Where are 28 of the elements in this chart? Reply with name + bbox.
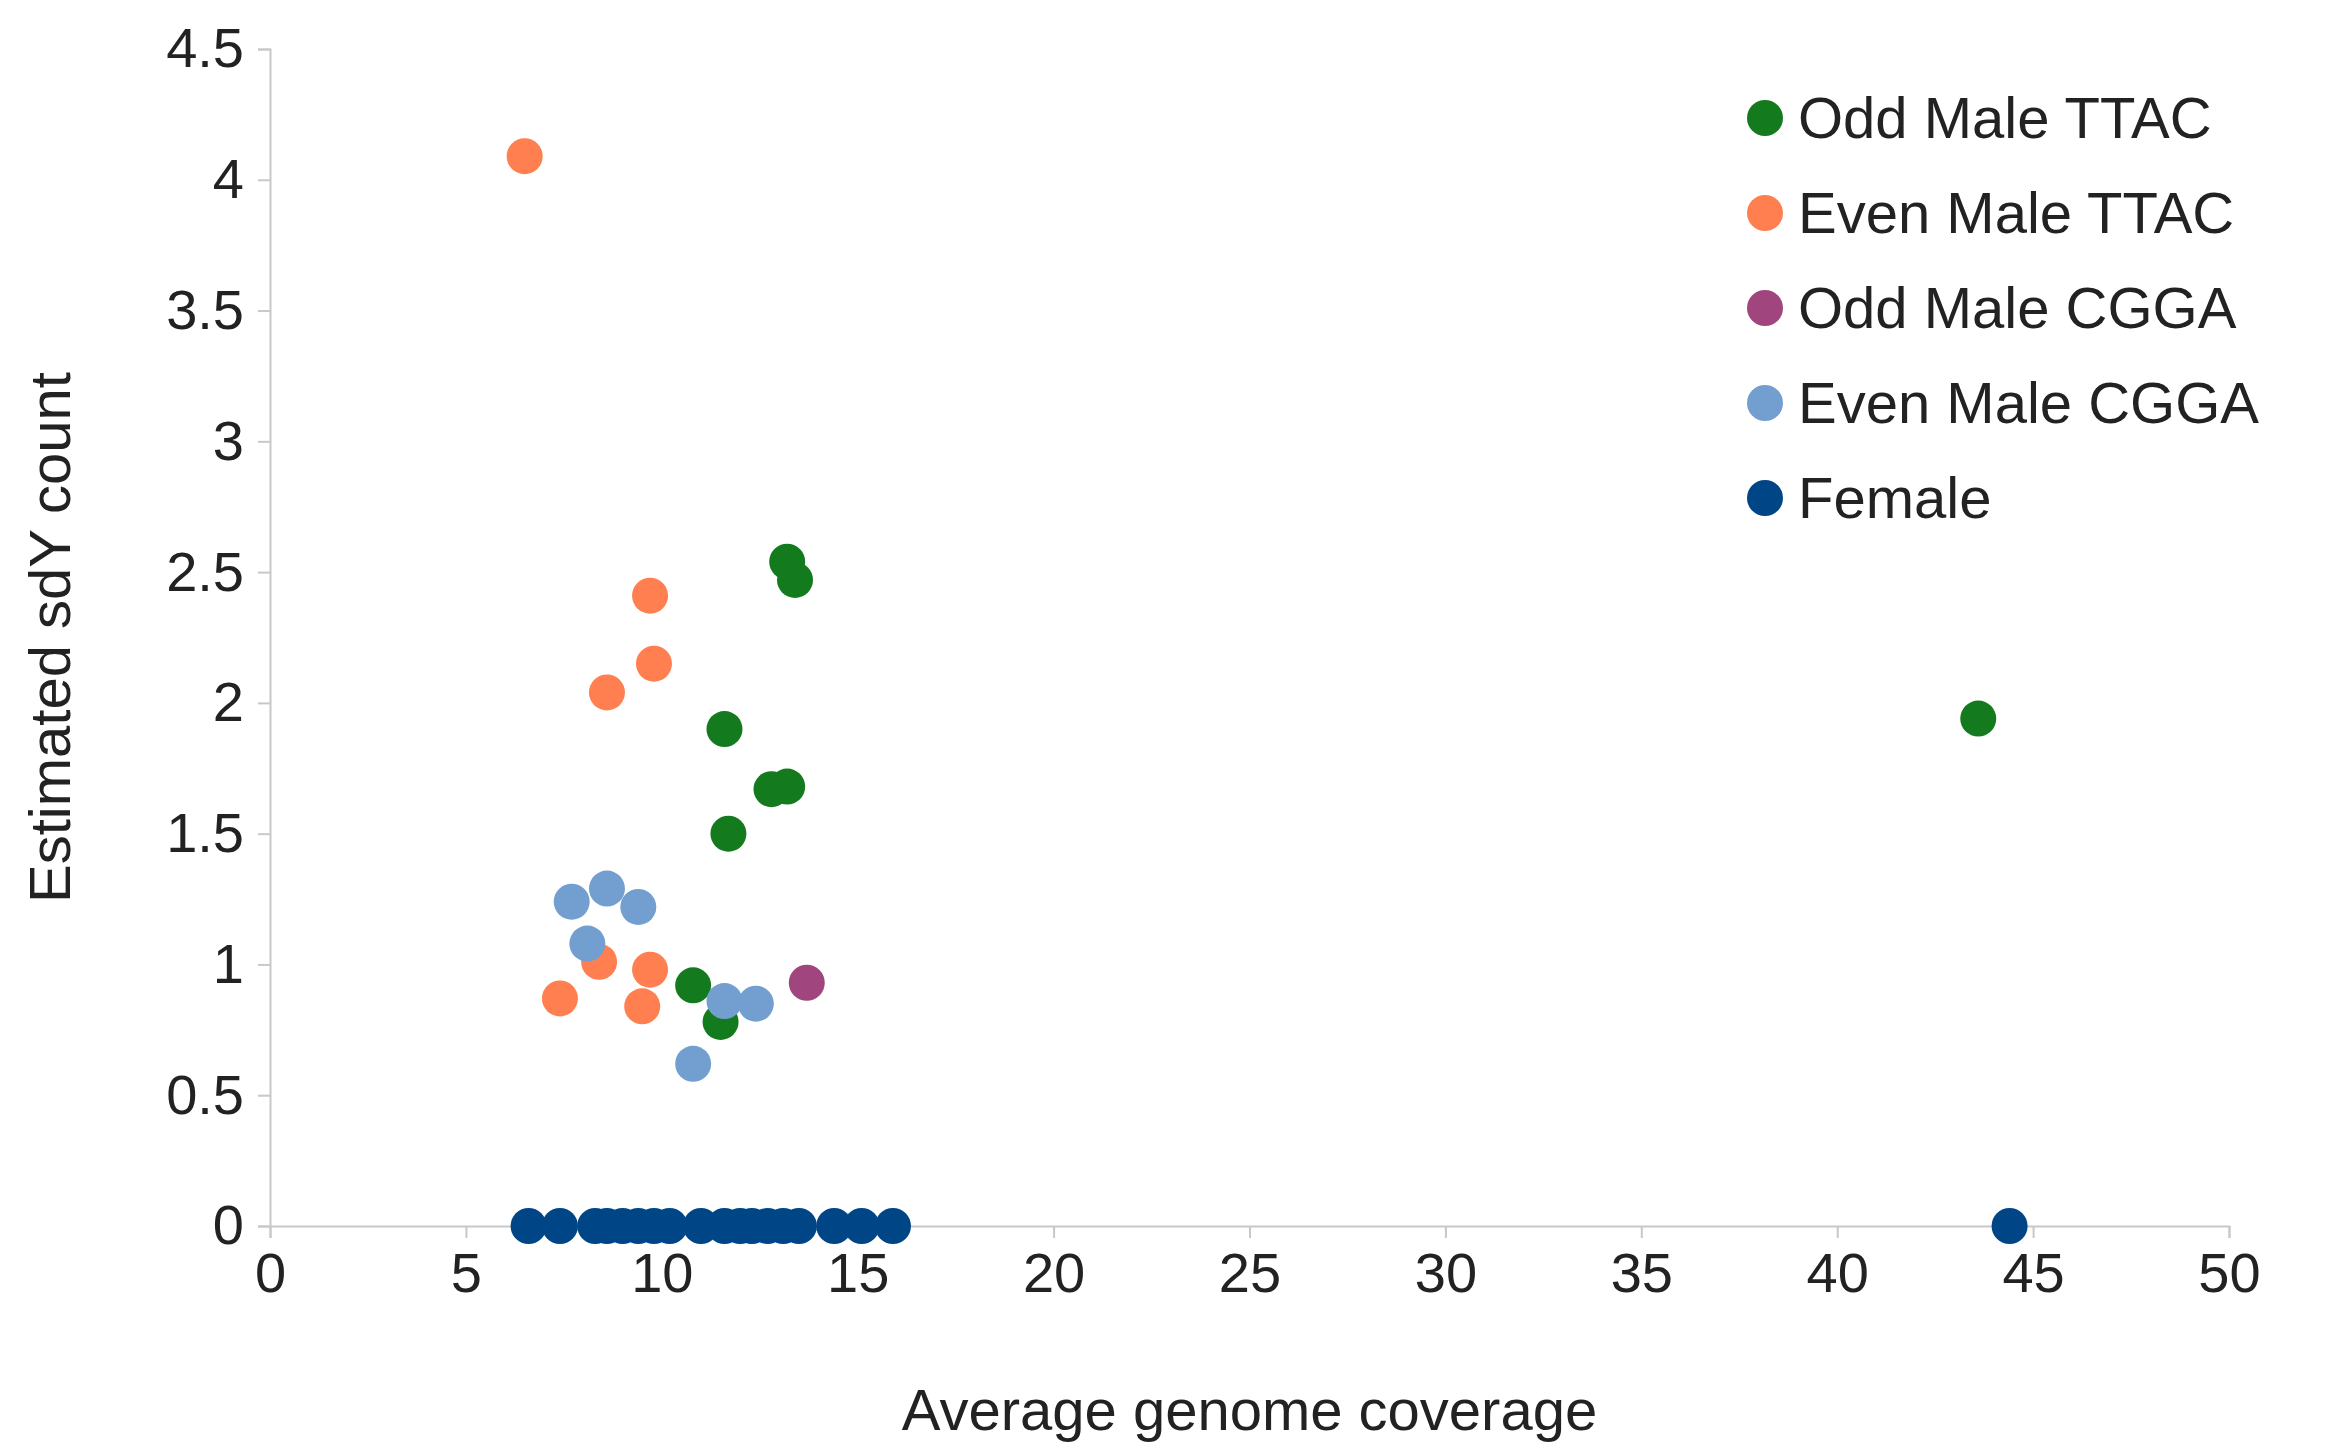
x-tick-label: 30: [1414, 1240, 1478, 1304]
x-tick-label: 25: [1218, 1240, 1282, 1304]
x-tick-label: 35: [1610, 1240, 1673, 1304]
legend-label: Even Male CGGA: [1798, 370, 2260, 436]
x-tick-label: 50: [2198, 1240, 2261, 1304]
x-tick-label: 0: [254, 1240, 287, 1304]
x-tick-label: 45: [2002, 1240, 2065, 1304]
y-tick-label: 0: [212, 1193, 244, 1257]
y-tick-label: 1.5: [166, 801, 244, 865]
y-tick-label: 1: [212, 931, 244, 995]
y-tick-label: 4.5: [166, 16, 244, 80]
y-tick-label: 0.5: [166, 1062, 244, 1126]
legend-label: Even Male TTAC: [1798, 180, 2235, 246]
x-tick-label: 5: [450, 1240, 482, 1304]
x-tick-label: 15: [827, 1240, 890, 1304]
y-tick-label: 4: [212, 147, 244, 211]
y-tick-label: 2: [212, 670, 244, 734]
y-tick-label: 3: [212, 408, 244, 472]
x-tick-label: 40: [1806, 1240, 1869, 1304]
x-tick-label: 10: [631, 1240, 694, 1304]
y-tick-label: 2.5: [166, 539, 244, 603]
legend-label: Female: [1798, 465, 1992, 531]
x-tick-label: 20: [1022, 1240, 1086, 1304]
legend-label: Odd Male CGGA: [1798, 275, 2237, 341]
x-axis-title: Average genome coverage: [901, 1377, 1598, 1442]
y-axis-title: Estimated sdY count: [17, 372, 82, 903]
y-tick-label: 3.5: [166, 277, 244, 341]
legend-label: Odd Male TTAC: [1798, 85, 2212, 151]
